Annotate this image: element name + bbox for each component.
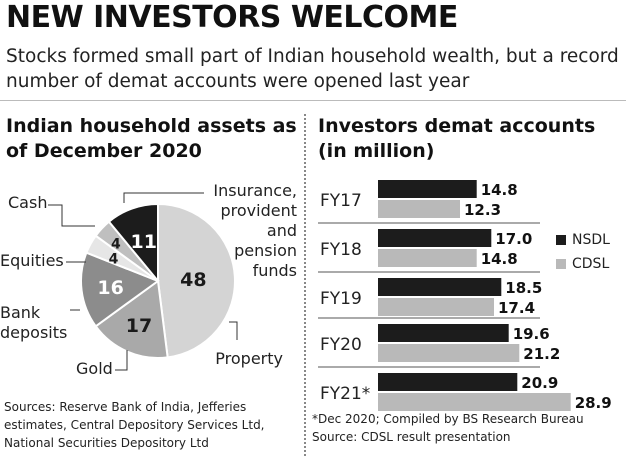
pie-label-bank-deposits-line: Bank xyxy=(0,303,41,322)
data-label-cdsl-fy17: 12.3 xyxy=(464,201,501,219)
sources-left-line: National Securities Depository Ltd xyxy=(4,436,209,450)
pie-value-cash: 4 xyxy=(111,237,121,253)
data-label-cdsl-fy20: 21.2 xyxy=(523,345,560,363)
bar-nsdl-fy17 xyxy=(378,180,477,198)
pie-slice-insurance-provident-and-pension-funds xyxy=(107,202,159,284)
sources-left-line: Sources: Reserve Bank of India, Jefferie… xyxy=(4,400,247,414)
bar-cdsl-fy21 xyxy=(378,393,571,411)
data-label-nsdl-fy20: 19.6 xyxy=(513,325,550,343)
pie-label-gold: Gold xyxy=(76,359,113,378)
bar-nsdl-fy19 xyxy=(378,278,502,296)
category-label-fy19: FY19 xyxy=(320,289,362,309)
legend-swatch-cdsl xyxy=(556,259,566,269)
pie-label-property-line: Property xyxy=(215,349,283,368)
pie-value-property: 48 xyxy=(180,269,206,291)
pie-label-equities: Equities xyxy=(0,251,64,270)
category-label-fy20: FY20 xyxy=(320,335,362,355)
legend-label-nsdl: NSDL xyxy=(572,232,610,248)
headline: NEW INVESTORS WELCOME xyxy=(6,0,458,35)
pie-label-insurance: Insurance, provident and pension funds xyxy=(213,181,297,280)
pie-title: Indian household assets as of December 2… xyxy=(6,115,297,162)
pie-value-gold: 17 xyxy=(126,315,152,337)
sources-right-line: *Dec 2020; Compiled by BS Research Burea… xyxy=(312,412,584,426)
sources-left: Sources: Reserve Bank of India, Jefferie… xyxy=(4,398,300,452)
data-label-cdsl-fy19: 17.4 xyxy=(498,299,535,317)
category-label-fy21: FY21* xyxy=(320,384,370,404)
bar-nsdl-fy21 xyxy=(378,373,518,391)
bar-cdsl-fy18 xyxy=(378,249,477,267)
category-label-fy17: FY17 xyxy=(320,191,362,211)
bar-title: Investors demat accounts (in million) xyxy=(318,115,596,162)
data-label-nsdl-fy17: 14.8 xyxy=(481,181,518,199)
bar-cdsl-fy19 xyxy=(378,298,494,316)
pie-label-insurance-line: and xyxy=(267,221,297,240)
legend-swatch-nsdl xyxy=(556,235,566,245)
pie-value-equities: 4 xyxy=(109,252,119,268)
legend-cdsl: CDSL xyxy=(556,256,609,272)
category-label-fy18: FY18 xyxy=(320,240,362,260)
pie-label-cash: Cash xyxy=(8,193,47,212)
leader-cash xyxy=(48,204,95,227)
pie-label-cash-line: Cash xyxy=(8,193,47,212)
bar-nsdl-fy20 xyxy=(378,324,509,342)
data-label-nsdl-fy21: 20.9 xyxy=(521,374,558,392)
pie-label-bank-deposits: Bank deposits xyxy=(0,303,67,342)
bar-cdsl-fy17 xyxy=(378,200,460,218)
leader-property xyxy=(229,321,238,340)
top-divider xyxy=(0,100,626,101)
pie-label-insurance-line: funds xyxy=(253,261,297,280)
data-label-cdsl-fy18: 14.8 xyxy=(481,250,518,268)
pie-label-bank-deposits-line: deposits xyxy=(0,323,67,342)
legend-nsdl: NSDL xyxy=(556,232,610,248)
leader-gold xyxy=(115,350,128,371)
pie-slice-bank-deposits xyxy=(80,251,161,328)
pie-value-insurance-provident-and-pension-funds: 11 xyxy=(130,231,156,253)
sources-left-line: estimates, Central Depository Services L… xyxy=(4,418,265,432)
sources-right-line: Source: CDSL result presentation xyxy=(312,430,511,444)
column-divider xyxy=(304,114,306,456)
pie-label-gold-line: Gold xyxy=(76,359,113,378)
pie-label-equities-line: Equities xyxy=(0,251,64,270)
bar-nsdl-fy18 xyxy=(378,229,492,247)
legend-label-cdsl: CDSL xyxy=(572,256,610,272)
data-label-nsdl-fy18: 17.0 xyxy=(495,230,532,248)
pie-label-insurance-line: pension xyxy=(234,241,297,260)
sources-right: *Dec 2020; Compiled by BS Research Burea… xyxy=(312,410,622,446)
pie-label-insurance-line: provident xyxy=(221,201,298,220)
pie-value-bank-deposits: 16 xyxy=(97,277,123,299)
leader-insurance xyxy=(123,192,204,203)
bar-cdsl-fy20 xyxy=(378,344,520,362)
pie-label-property: Property xyxy=(215,349,283,368)
pie-slice-property xyxy=(157,202,236,359)
pie-label-insurance-line: Insurance, xyxy=(213,181,297,200)
deck: Stocks formed small part of Indian house… xyxy=(6,46,619,92)
data-label-nsdl-fy19: 18.5 xyxy=(505,279,542,297)
